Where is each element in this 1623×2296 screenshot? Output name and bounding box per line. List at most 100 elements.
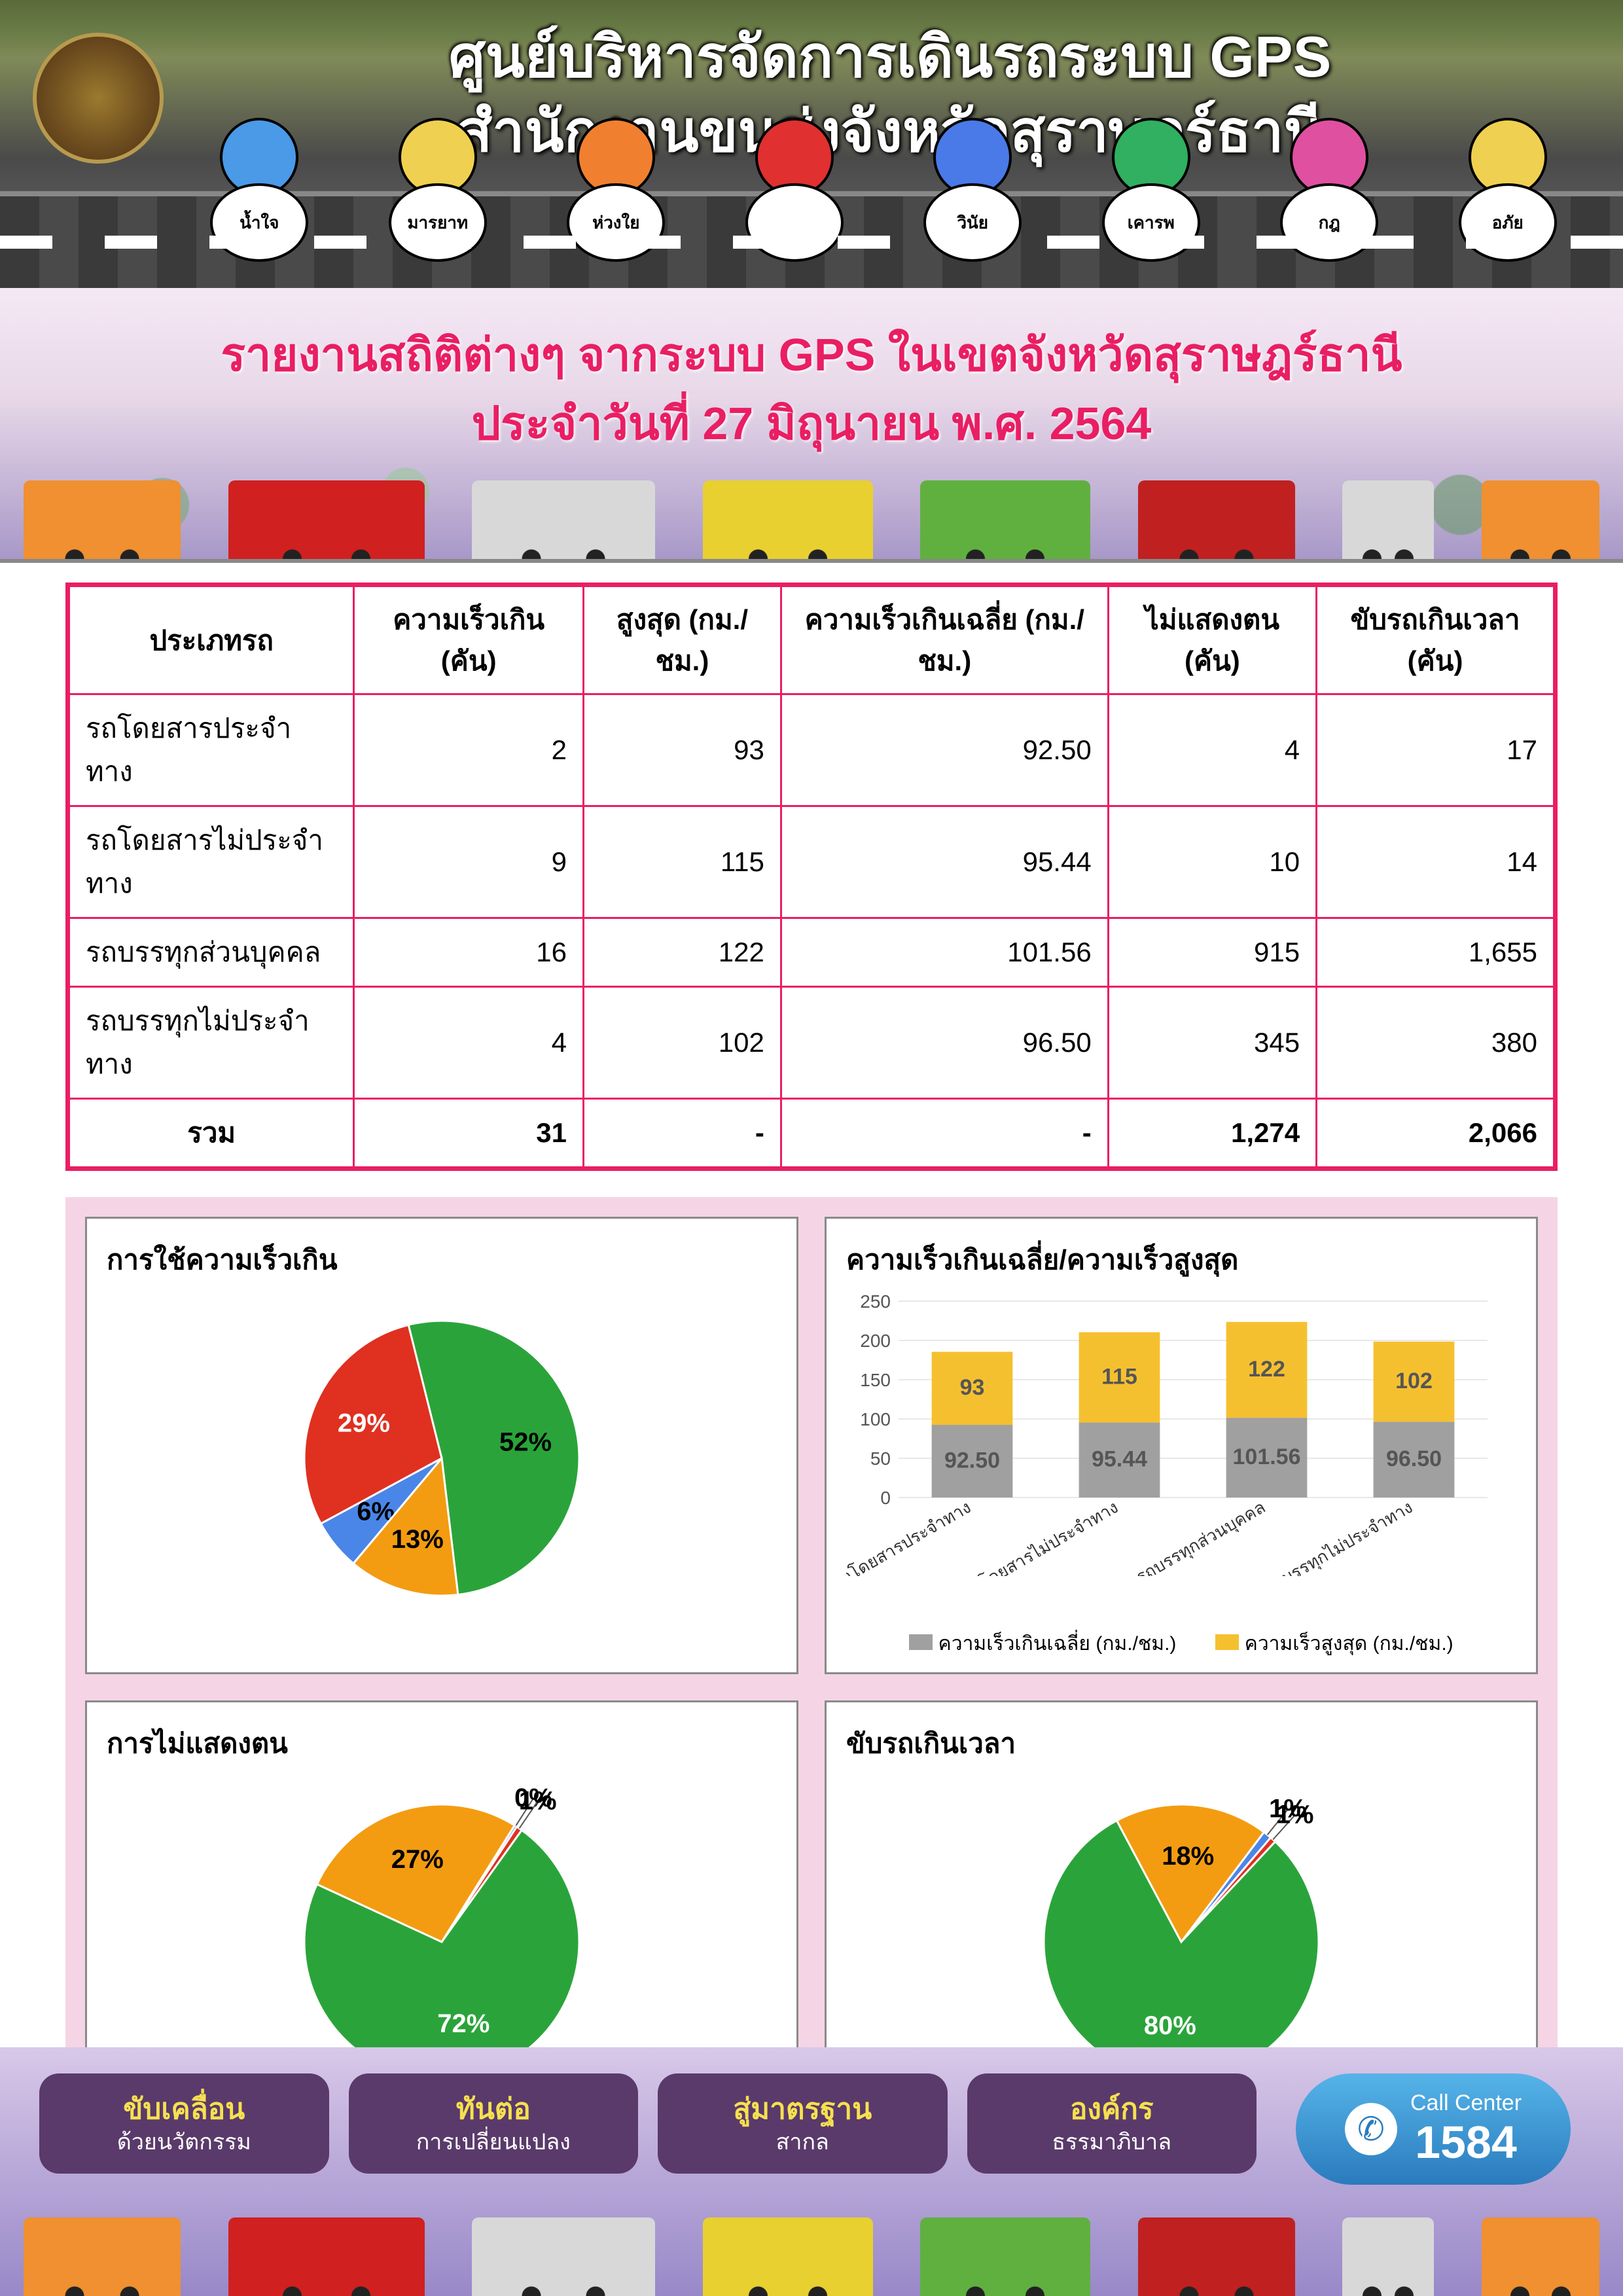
pill-title: ขับเคลื่อน	[52, 2090, 316, 2128]
chart-speed-bars: ความเร็วเกินเฉลี่ย/ความเร็วสูงสุด 050100…	[825, 1217, 1538, 1674]
bar-avg-label: 96.50	[1386, 1446, 1442, 1471]
vehicle-icon	[1342, 2217, 1434, 2296]
table-header: ขับรถเกินเวลา (คัน)	[1317, 586, 1554, 694]
footer-pill: ขับเคลื่อนด้วยนวัตกรรม	[39, 2073, 329, 2174]
pill-subtitle: การเปลี่ยนแปลง	[362, 2128, 626, 2157]
bar-legend-max: ความเร็วสูงสุด (กม./ชม.)	[1215, 1628, 1453, 1659]
pie-slice-label: 18%	[1162, 1842, 1214, 1871]
row-value: 2	[354, 694, 584, 806]
bar-max-label: 115	[1101, 1364, 1137, 1389]
footer-pill: สู่มาตรฐานสากล	[658, 2073, 948, 2174]
stats-table: ประเภทรถความเร็วเกิน (คัน)สูงสุด (กม./ชม…	[68, 585, 1555, 1168]
pie-slice-label: 1%	[519, 1786, 557, 1815]
row-value: 17	[1317, 694, 1554, 806]
callcenter-label: Call Center	[1410, 2090, 1522, 2116]
row-value: 101.56	[781, 918, 1108, 987]
row-label: รถบรรทุกไม่ประจำทาง	[69, 987, 354, 1099]
bar-legend-avg: ความเร็วเกินเฉลี่ย (กม./ชม.)	[909, 1628, 1176, 1659]
row-value: 96.50	[781, 987, 1108, 1099]
report-title-line1: รายงานสถิติต่างๆ จากระบบ GPS ในเขตจังหวั…	[26, 321, 1597, 389]
vehicle-icon	[472, 480, 655, 559]
vehicle-icon	[228, 2217, 425, 2296]
footer-vehicles-illustration	[0, 2198, 1623, 2296]
y-tick-label: 50	[870, 1448, 891, 1469]
mascot: อภัย	[1449, 118, 1567, 288]
pill-title: ทันต่อ	[362, 2090, 626, 2128]
bar-max-label: 122	[1248, 1357, 1285, 1382]
pill-subtitle: ด้วยนวัตกรรม	[52, 2128, 316, 2157]
row-value: 4	[1108, 694, 1316, 806]
pie-slice-label: 1%	[1276, 1800, 1314, 1829]
agency-logo	[33, 33, 164, 164]
report-title: รายงานสถิติต่างๆ จากระบบ GPS ในเขตจังหวั…	[0, 288, 1623, 471]
table-header: ความเร็วเกิน (คัน)	[354, 586, 584, 694]
bar-max-label: 102	[1395, 1369, 1433, 1393]
bar-avg-label: 101.56	[1233, 1444, 1301, 1469]
vehicle-icon	[1138, 2217, 1295, 2296]
row-value: 115	[583, 806, 781, 918]
bar-chart-svg: 05010015020025092.5093รถโดยสารประจำทาง95…	[846, 1295, 1501, 1576]
vehicle-icon	[920, 480, 1090, 559]
row-value: 92.50	[781, 694, 1108, 806]
mascot: มารยาท	[379, 118, 497, 288]
callcenter-number: 1584	[1410, 2116, 1522, 2168]
chart-title: ขับรถเกินเวลา	[846, 1722, 1516, 1765]
total-label: รวม	[69, 1099, 354, 1168]
pie-slice-label: 72%	[437, 2009, 490, 2038]
row-label: รถโดยสารไม่ประจำทาง	[69, 806, 354, 918]
pie-slice-label: 80%	[1144, 2011, 1196, 2040]
report-title-line2: ประจำวันที่ 27 มิถุนายน พ.ศ. 2564	[26, 389, 1597, 458]
pill-title: สู่มาตรฐาน	[671, 2090, 935, 2128]
y-tick-label: 250	[860, 1295, 891, 1312]
vehicle-icon	[1138, 480, 1295, 559]
vehicle-icon	[24, 2217, 181, 2296]
row-value: 10	[1108, 806, 1316, 918]
mascot: วินัย	[914, 118, 1031, 288]
vehicle-icon	[703, 2217, 873, 2296]
vehicles-illustration	[0, 461, 1623, 559]
phone-icon: ✆	[1345, 2103, 1397, 2155]
charts-area: การใช้ความเร็วเกิน 6%29%52%13% ความเร็วเ…	[65, 1197, 1558, 2166]
y-tick-label: 150	[860, 1370, 891, 1390]
pie-slice-label: 13%	[391, 1525, 444, 1554]
row-value: 380	[1317, 987, 1554, 1099]
mascot: กฎ	[1270, 118, 1388, 288]
footer-pill: ทันต่อการเปลี่ยนแปลง	[349, 2073, 639, 2174]
mascot: เคารพ	[1092, 118, 1210, 288]
bar-category-label: รถบรรทุกส่วนบุคคล	[1133, 1497, 1269, 1576]
table-total-row: รวม31--1,2742,066	[69, 1099, 1554, 1168]
total-value: -	[583, 1099, 781, 1168]
chart-speeding-pie: การใช้ความเร็วเกิน 6%29%52%13%	[85, 1217, 798, 1674]
vehicle-icon	[472, 2217, 655, 2296]
row-value: 915	[1108, 918, 1316, 987]
pill-subtitle: สากล	[671, 2128, 935, 2157]
table-row: รถบรรทุกไม่ประจำทาง410296.50345380	[69, 987, 1554, 1099]
bar-legend: ความเร็วเกินเฉลี่ย (กม./ชม.) ความเร็วสูง…	[846, 1628, 1516, 1659]
row-value: 16	[354, 918, 584, 987]
vehicle-icon	[1482, 2217, 1599, 2296]
chart-title: การใช้ความเร็วเกิน	[107, 1238, 777, 1282]
table-header: ประเภทรถ	[69, 586, 354, 694]
report-title-band: รายงานสถิติต่างๆ จากระบบ GPS ในเขตจังหวั…	[0, 288, 1623, 563]
pill-subtitle: ธรรมาภิบาล	[980, 2128, 1244, 2157]
mascot	[736, 118, 853, 288]
y-tick-label: 100	[860, 1409, 891, 1429]
table-row: รถโดยสารประจำทาง29392.50417	[69, 694, 1554, 806]
vehicle-icon	[1342, 480, 1434, 559]
total-value: -	[781, 1099, 1108, 1168]
table-header: สูงสุด (กม./ชม.)	[583, 586, 781, 694]
y-tick-label: 200	[860, 1331, 891, 1351]
bar-category-label: รถบรรทุกไม่ประจำทาง	[1261, 1497, 1416, 1576]
mascot: น้ำใจ	[200, 118, 318, 288]
call-center-badge: ✆ Call Center 1584	[1296, 2073, 1571, 2185]
pie-speeding-svg: 6%29%52%13%	[213, 1295, 671, 1622]
row-value: 102	[583, 987, 781, 1099]
table-row: รถโดยสารไม่ประจำทาง911595.441014	[69, 806, 1554, 918]
pill-title: องค์กร	[980, 2090, 1244, 2128]
stats-table-wrap: ประเภทรถความเร็วเกิน (คัน)สูงสุด (กม./ชม…	[65, 583, 1558, 1171]
footer-band: ขับเคลื่อนด้วยนวัตกรรมทันต่อการเปลี่ยนแป…	[0, 2047, 1623, 2296]
chart-title: ความเร็วเกินเฉลี่ย/ความเร็วสูงสุด	[846, 1238, 1516, 1282]
vehicle-icon	[24, 480, 181, 559]
table-header: ความเร็วเกินเฉลี่ย (กม./ชม.)	[781, 586, 1108, 694]
chart-title: การไม่แสดงตน	[107, 1722, 777, 1765]
